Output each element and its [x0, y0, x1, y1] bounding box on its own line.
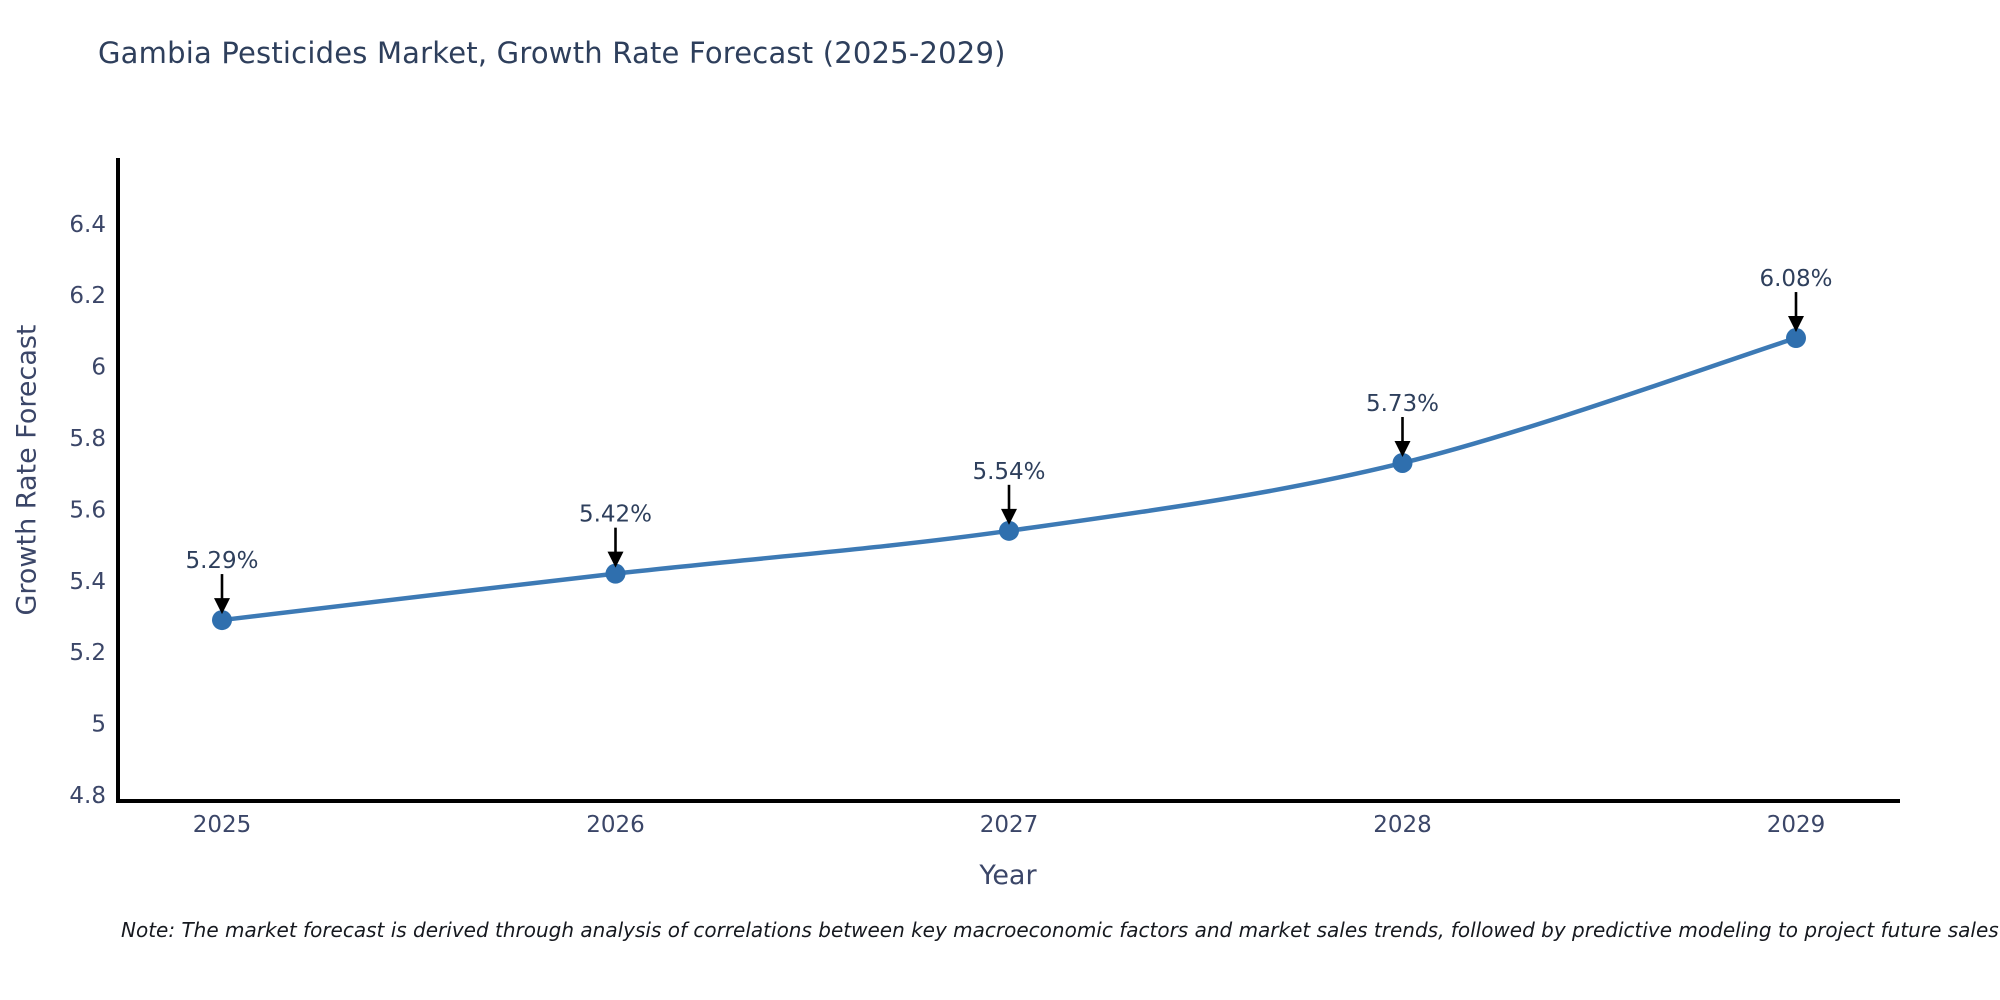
y-tick-label: 6.4 [69, 212, 106, 238]
data-point-marker [1392, 452, 1413, 473]
point-value-label: 5.29% [185, 548, 258, 574]
y-tick-label: 6 [91, 355, 106, 381]
annotation-arrowhead-icon [214, 598, 230, 615]
point-value-label: 6.08% [1759, 266, 1832, 292]
y-tick-label: 4.8 [69, 783, 106, 809]
annotation-arrowhead-icon [1394, 440, 1411, 457]
point-value-label: 5.42% [579, 502, 652, 528]
x-tick-label: 2025 [193, 812, 252, 838]
annotation-arrowhead-icon [607, 551, 624, 568]
y-tick-label: 5.6 [69, 497, 106, 523]
y-tick-label: 6.2 [69, 283, 106, 309]
x-tick-label: 2028 [1373, 812, 1432, 838]
x-tick-label: 2029 [1767, 812, 1826, 838]
data-point-marker [999, 520, 1019, 541]
footnote: Note: The market forecast is derived thr… [121, 918, 1999, 942]
y-tick-label: 5.2 [69, 640, 106, 666]
y-tick-label: 5 [91, 712, 106, 738]
x-tick-label: 2027 [980, 812, 1039, 838]
point-value-label: 5.73% [1366, 391, 1439, 417]
y-tick-label: 5.4 [69, 569, 106, 595]
data-point-marker [1786, 328, 1806, 349]
data-point-marker [605, 563, 626, 584]
data-point-marker [212, 610, 232, 631]
y-tick-label: 5.8 [69, 426, 106, 452]
point-value-label: 5.54% [972, 459, 1045, 485]
x-axis-title: Year [979, 860, 1037, 891]
x-tick-label: 2026 [586, 812, 645, 838]
annotation-arrowhead-icon [1788, 316, 1804, 333]
chart-title: Gambia Pesticides Market, Growth Rate Fo… [98, 36, 1006, 70]
annotation-arrowhead-icon [1001, 508, 1017, 525]
